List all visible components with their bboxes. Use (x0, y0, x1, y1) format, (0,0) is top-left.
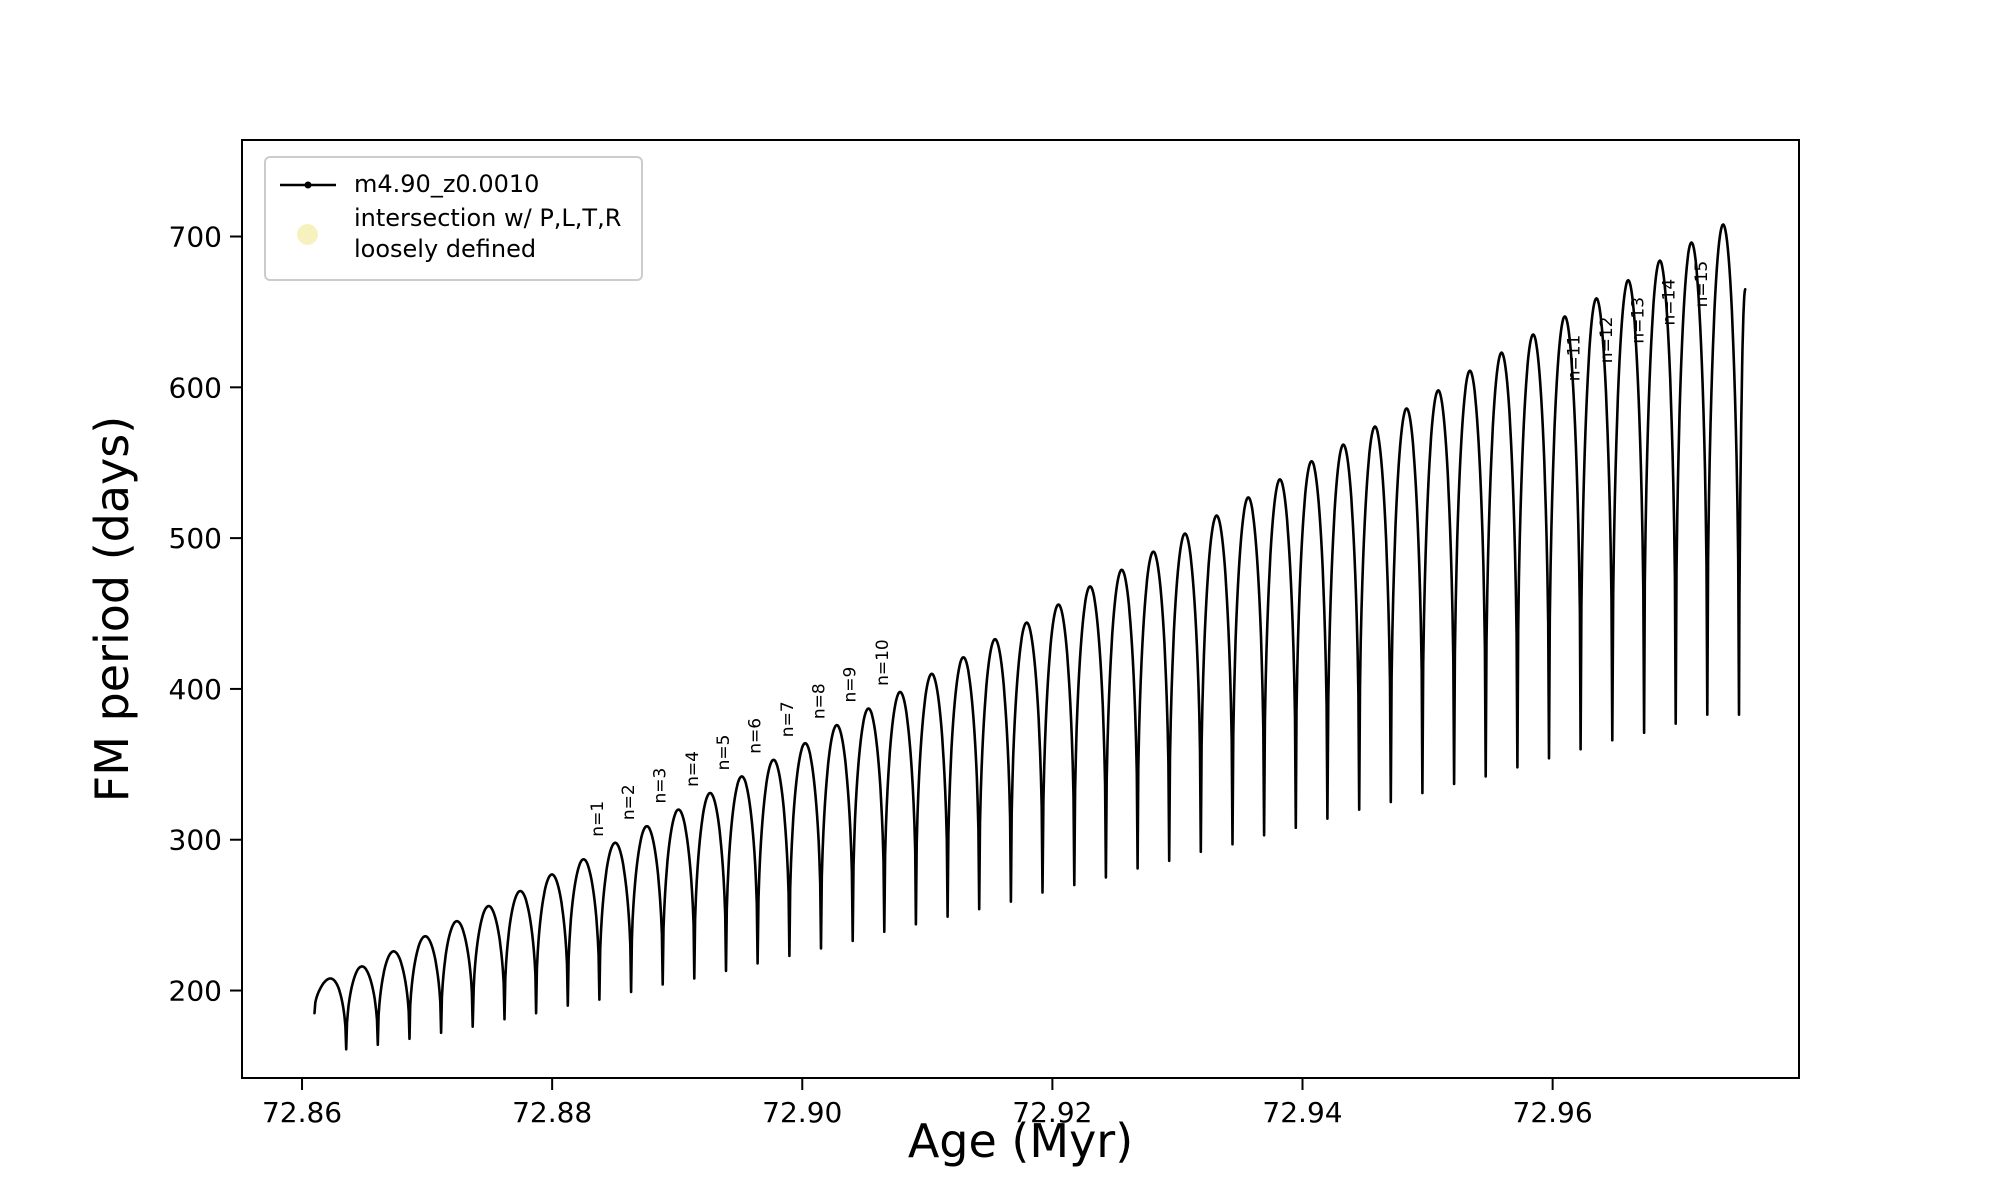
series-curve (313, 223, 1747, 1051)
pulse-annotation: n=10 (873, 639, 893, 686)
pulse-annotation: n=12 (1597, 317, 1617, 364)
legend-intersection-entry: intersection w/ P,L,T,R loosely defined (276, 203, 621, 265)
pulse-annotation: n=4 (683, 751, 703, 787)
axes-spines (241, 139, 1800, 1079)
pulse-annotation: n=5 (714, 735, 734, 771)
legend-series-entry: m4.90_z0.0010 (276, 169, 621, 200)
pulse-annotation: n=9 (841, 667, 861, 703)
y-tick-label: 600 (169, 371, 222, 404)
pulse-annotation: n=14 (1660, 279, 1680, 326)
pulse-annotation: n=15 (1692, 261, 1712, 308)
y-tick-label: 300 (169, 824, 222, 857)
pulse-annotation: n=1 (588, 801, 608, 837)
x-axis-label: Age (Myr) (907, 1114, 1134, 1168)
pulse-annotation: n=2 (619, 784, 639, 820)
y-tick-label: 400 (169, 673, 222, 706)
pulse-annotation: n=6 (746, 718, 766, 754)
x-tick-label: 72.94 (1262, 1096, 1342, 1129)
legend-intersection-marker-icon (297, 223, 318, 245)
legend-series-label: m4.90_z0.0010 (354, 170, 540, 198)
x-tick-label: 72.90 (762, 1096, 842, 1129)
y-tick-label: 700 (169, 221, 222, 254)
pulse-annotation: n=11 (1565, 335, 1585, 382)
pulse-annotation: n=3 (651, 768, 671, 804)
legend-intersection-label-line2: loosely defined (354, 235, 537, 264)
legend-line-sample-icon (280, 181, 336, 189)
y-axis-label: FM period (days) (85, 415, 139, 803)
x-tick-label: 72.88 (512, 1096, 592, 1129)
pulse-annotation: n=13 (1628, 297, 1648, 344)
y-tick-label: 500 (169, 522, 222, 555)
x-tick-label: 72.96 (1513, 1096, 1593, 1129)
pulse-annotation: n=8 (809, 683, 829, 719)
x-tick-label: 72.92 (1012, 1096, 1092, 1129)
y-tick-label: 200 (169, 975, 222, 1008)
x-tick-label: 72.86 (262, 1096, 342, 1129)
legend-intersection-label-line1: intersection w/ P,L,T,R (354, 204, 622, 233)
legend: m4.90_z0.0010 intersection w/ P,L,T,R lo… (264, 156, 644, 281)
pulse-annotation: n=7 (778, 701, 798, 737)
